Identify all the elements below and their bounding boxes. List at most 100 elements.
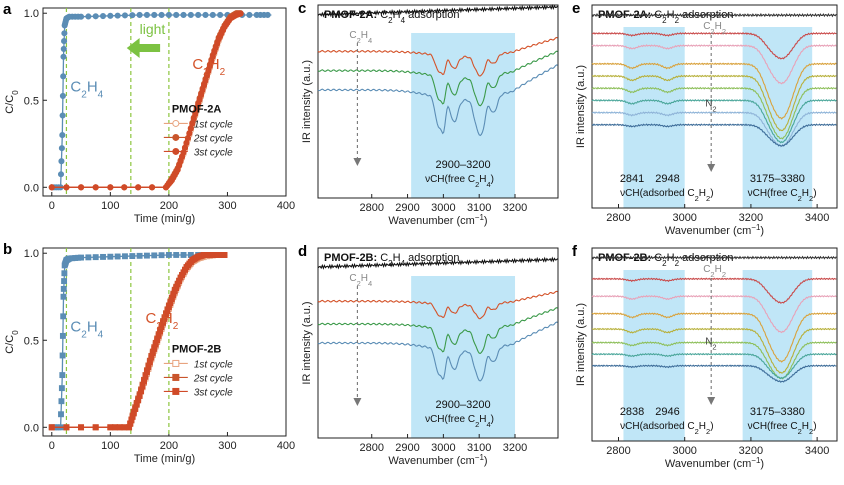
spectrum-s5 — [591, 86, 837, 140]
data-point — [59, 372, 66, 379]
x-tick-label: 200 — [160, 440, 178, 452]
annotation-c2h2: C2H2 — [145, 310, 178, 332]
x-axis-label: Wavenumber (cm−1) — [388, 213, 487, 228]
x-tick-label: 3000 — [672, 445, 696, 457]
data-point — [141, 378, 147, 385]
x-axis-label: Time (min/g) — [134, 213, 195, 225]
y-axis-label: IR intensity (a.u.) — [575, 65, 587, 148]
data-point — [136, 11, 143, 19]
data-point — [59, 332, 66, 339]
peak-label: 2948 — [655, 173, 679, 185]
highlight-band — [411, 276, 516, 438]
y-tick-label: 1.0 — [24, 248, 39, 260]
data-point — [61, 270, 68, 277]
y-axis-label: IR intensity (a.u.) — [301, 301, 313, 384]
spectrum-s8 — [591, 123, 837, 147]
data-point — [57, 171, 65, 178]
data-point — [60, 313, 67, 320]
data-point — [63, 184, 70, 191]
data-point — [92, 13, 99, 20]
peak-label: 2841 — [620, 173, 644, 185]
y-tick-label: 0.5 — [24, 95, 39, 107]
data-point — [209, 11, 216, 19]
data-point — [139, 383, 146, 390]
panel-label: b — [3, 241, 12, 258]
data-point — [59, 352, 66, 359]
data-point — [136, 393, 143, 399]
data-point — [180, 252, 187, 258]
x-tick-label: 2800 — [359, 442, 383, 454]
y-axis-label: IR intensity (a.u.) — [575, 303, 587, 386]
plot-frame — [317, 4, 559, 199]
x-tick-label: 3100 — [467, 202, 491, 214]
data-point — [195, 11, 202, 19]
series-line-1st-cycle — [51, 12, 243, 188]
spectrum-s1 — [592, 277, 837, 304]
data-point — [59, 92, 66, 99]
spectrum-reference — [317, 256, 558, 270]
x-tick-label: 3100 — [467, 442, 491, 454]
light-arrow-icon — [126, 38, 161, 59]
data-point — [58, 411, 64, 418]
data-point — [151, 11, 158, 19]
spectrum-s3 — [591, 312, 837, 363]
x-tick-label: 2800 — [606, 212, 630, 224]
data-point — [158, 11, 165, 19]
data-point — [99, 13, 107, 20]
data-point — [246, 11, 253, 19]
highlight-band — [411, 33, 516, 198]
spectrum-s4 — [591, 74, 837, 132]
band-label-right: 3175–3380 — [750, 406, 805, 418]
panel-e: e PMOF-2A: C2H2 adsorption 2800 3000 3200 340… — [572, 0, 838, 237]
data-point — [58, 158, 65, 165]
legend-marker — [172, 387, 180, 395]
spectrum-s3 — [591, 62, 837, 120]
data-point — [114, 253, 121, 260]
data-point — [48, 424, 55, 431]
panel-a: a 0.0 0.5 1.0 0 100 200 300 400 Time (min/g) C/C0 l… — [3, 1, 295, 225]
data-point — [61, 278, 68, 285]
data-point — [114, 12, 121, 19]
panel-title: PMOF-2B: C2H2 adsorption — [598, 252, 733, 268]
plot-frame — [42, 7, 287, 197]
data-point — [264, 11, 271, 19]
spectrum-spectrum-2 — [317, 50, 558, 107]
legend-title: PMOF-2B — [172, 343, 222, 355]
legend-label: 2st cycle — [193, 373, 233, 384]
data-point — [138, 388, 145, 395]
spectrum-spectrum-3 — [317, 64, 558, 137]
legend-label: 3st cycle — [194, 147, 233, 158]
series-line-3st-cycle — [51, 12, 243, 188]
data-point — [129, 253, 136, 260]
data-point — [121, 184, 128, 191]
band-sublabel: νCH(free C2H4) — [425, 414, 494, 429]
data-point — [173, 252, 180, 258]
panel-label: f — [572, 243, 578, 260]
x-tick-label: 0 — [49, 440, 55, 452]
data-point — [100, 253, 106, 260]
panel-f: f PMOF-2B: C2H2 adsorption 2800 3000 3200 340… — [572, 243, 838, 470]
plot-frame — [591, 4, 838, 209]
panel-label: d — [298, 243, 307, 260]
data-point — [121, 12, 129, 19]
x-axis-label: Time (min/g) — [134, 453, 195, 465]
data-point — [78, 184, 85, 191]
spectrum-s1 — [591, 31, 837, 60]
data-point — [221, 252, 228, 258]
legend-title: PMOF-2A — [172, 103, 222, 115]
panel-d: d PMOF-2B: C2H4 adsorption 2800 2900 3000 310… — [298, 243, 559, 467]
x-tick-label: 400 — [277, 440, 295, 452]
x-tick-label: 2900 — [395, 202, 419, 214]
data-point — [60, 53, 67, 60]
x-tick-label: 3200 — [739, 445, 763, 457]
data-point — [107, 253, 114, 260]
data-point — [78, 424, 85, 431]
data-point — [85, 254, 92, 261]
data-point — [135, 184, 142, 191]
data-point — [107, 184, 114, 191]
data-point — [122, 253, 128, 260]
data-point — [59, 132, 66, 139]
